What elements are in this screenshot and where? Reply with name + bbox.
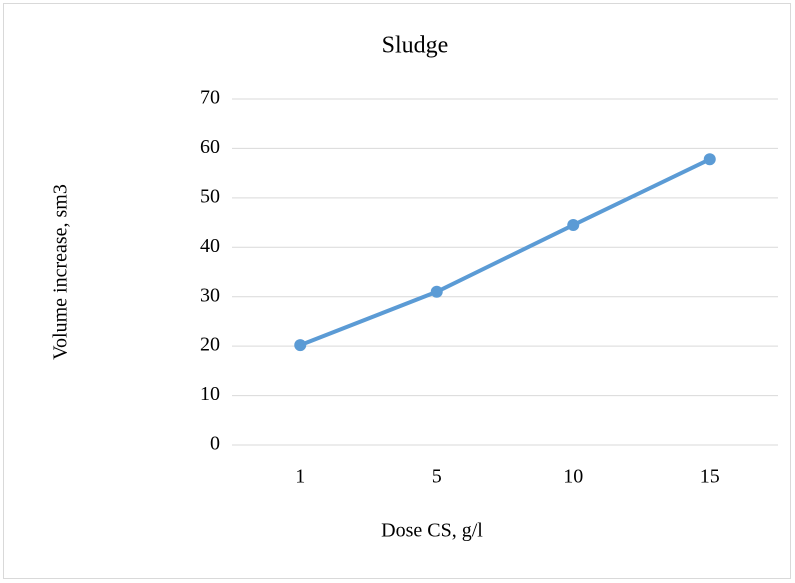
point	[703, 153, 716, 166]
x-tick-label: 10	[563, 466, 583, 488]
y-tick-label: 50	[200, 185, 220, 207]
point	[430, 285, 443, 298]
y-tick-label: 70	[200, 87, 220, 109]
y-tick-label: 20	[200, 334, 220, 356]
x-tick-label: 15	[700, 466, 720, 488]
x-axis-label: Dose CS, g/l	[381, 520, 483, 542]
y-tick-label: 10	[200, 383, 220, 405]
y-tick-label: 60	[200, 136, 220, 158]
y-tick-label: 30	[200, 284, 220, 306]
y-axis-label: Volume increase, sm3	[50, 184, 72, 360]
x-tick-label: 1	[295, 466, 305, 488]
y-tick-label: 40	[200, 235, 220, 257]
line	[298, 157, 712, 348]
point	[567, 219, 580, 232]
chart-title: Sludge	[382, 33, 449, 59]
x-tick-label: 5	[432, 466, 442, 488]
y-tick-label: 0	[210, 433, 220, 455]
point	[294, 339, 307, 352]
chart-border	[3, 3, 791, 579]
